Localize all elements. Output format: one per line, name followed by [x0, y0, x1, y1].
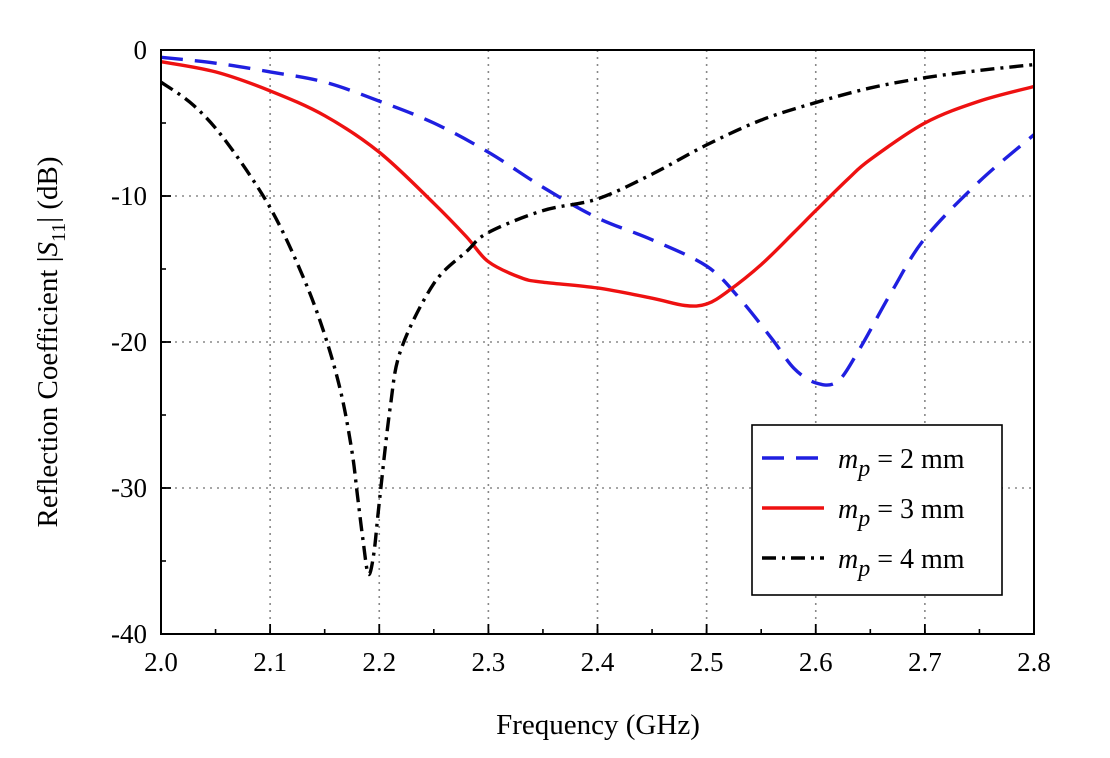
x-tick-label: 2.3 [472, 647, 506, 677]
ticks [160, 49, 1035, 635]
series-line-1 [160, 55, 1036, 387]
legend-label-2: mp = 3 mm [838, 494, 965, 532]
y-axis-title-prefix: Reflection Coefficient | [32, 256, 64, 527]
y-axis-title: Reflection Coefficient |S11| (dB) [32, 157, 70, 528]
legend-rest: = 4 mm [870, 544, 965, 575]
y-tick-label: -20 [111, 327, 147, 357]
y-tick-label: -30 [111, 473, 147, 503]
y-tick-label: -40 [111, 619, 147, 649]
x-axis-title: Frequency (GHz) [496, 709, 700, 741]
legend-var: m [838, 494, 858, 525]
legend-rest: = 2 mm [870, 444, 965, 475]
legend-var: m [838, 444, 858, 475]
legend-rest: = 3 mm [870, 494, 965, 525]
x-tick-label: 2.4 [581, 647, 615, 677]
x-tick-label: 2.8 [1017, 647, 1051, 677]
y-axis-title-subscript: 11 [48, 223, 70, 242]
legend-sub: p [856, 556, 870, 582]
x-tick-label: 2.1 [253, 647, 287, 677]
series-line-2 [160, 60, 1035, 308]
y-axis-title-symbol: S [32, 241, 64, 256]
legend-box [751, 424, 1003, 596]
series-layer [160, 55, 1036, 577]
legend-sub: p [856, 506, 870, 532]
x-tick-label: 2.6 [799, 647, 833, 677]
x-tick-label: 2.2 [362, 647, 396, 677]
y-axis-title-suffix: | (dB) [32, 157, 64, 223]
legend-var: m [838, 544, 858, 575]
series-line-3 [160, 62, 1035, 577]
x-tick-label: 2.7 [908, 647, 942, 677]
x-tick-label: 2.5 [690, 647, 724, 677]
y-tick-label: 0 [134, 35, 148, 65]
x-tick-label: 2.0 [144, 647, 178, 677]
legend-label-3: mp = 4 mm [838, 544, 965, 582]
y-tick-label: -10 [111, 181, 147, 211]
tick-labels: 2.0 2.1 2.2 2.3 2.4 2.5 2.6 2.7 2.8 0 -10 -20 -30 -40 [111, 35, 1051, 677]
legend-label-1: mp = 2 mm [838, 444, 965, 482]
legend-sub: p [856, 456, 870, 482]
